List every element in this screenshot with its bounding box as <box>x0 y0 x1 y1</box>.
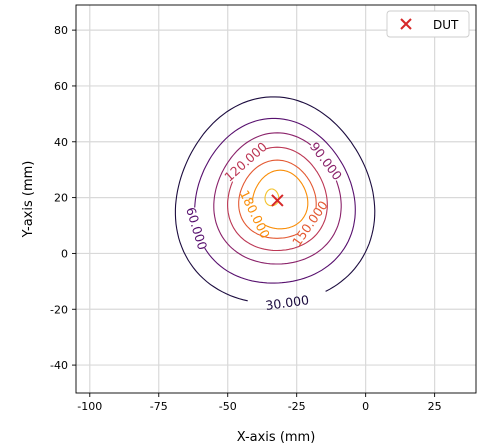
contour-line <box>264 188 280 207</box>
contour-line <box>194 117 356 284</box>
x-tick-label: 25 <box>428 400 442 413</box>
legend-label-dut: DUT <box>433 18 459 32</box>
contour-lines <box>174 96 376 302</box>
dut-marker <box>271 194 284 207</box>
x-axis-ticks: -100 -75 -50 -25 0 25 <box>77 393 442 413</box>
legend: DUT <box>386 10 470 38</box>
plot-frame <box>75 4 477 394</box>
legend-box <box>386 10 470 38</box>
x-tick-label: -100 <box>77 400 102 413</box>
y-tick-label: 0 <box>61 247 68 260</box>
x-tick-label: -50 <box>219 400 237 413</box>
dut-marker-stroke <box>271 194 284 207</box>
contour-line <box>174 96 376 302</box>
x-tick-label: -25 <box>288 400 306 413</box>
contour-line <box>251 169 309 230</box>
contour-line <box>213 132 342 265</box>
contour-label: 30.000 <box>265 292 310 313</box>
y-tick-label: 60 <box>54 80 68 93</box>
x-tick-label: -75 <box>150 400 168 413</box>
legend-marker <box>400 18 412 30</box>
x-tick-label: 0 <box>362 400 369 413</box>
y-tick-label: 80 <box>54 24 68 37</box>
contour-line <box>238 159 317 239</box>
y-tick-label: 40 <box>54 136 68 149</box>
y-axis-ticks: -40 -20 0 20 40 60 80 <box>50 24 76 372</box>
y-tick-label: -20 <box>50 303 68 316</box>
y-axis-label: Y-axis (mm) <box>21 161 36 239</box>
x-axis-label: X-axis (mm) <box>237 430 316 445</box>
contour-line <box>227 146 328 252</box>
y-tick-label: -40 <box>50 359 68 372</box>
y-tick-label: 20 <box>54 192 68 205</box>
